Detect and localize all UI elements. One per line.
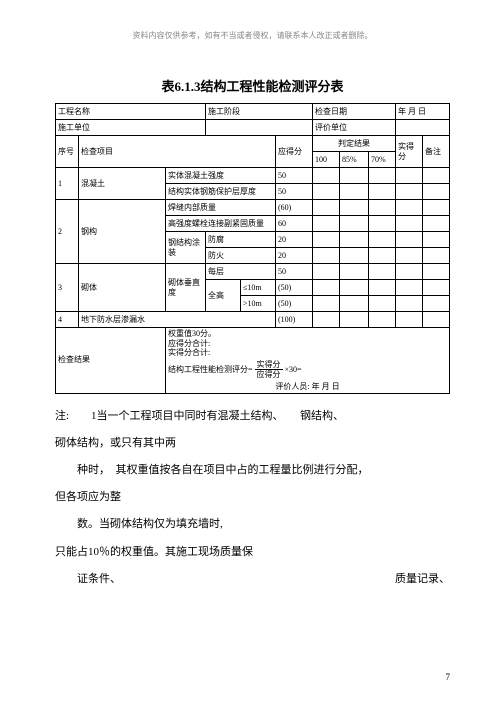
n1a: 注: 1当一个工程项目中同时有混凝土结构、 钢结构、 (55, 410, 344, 422)
hdr-actual: 实得分 (396, 136, 423, 168)
lbl-project: 工程名称 (56, 104, 206, 120)
r4-no: 4 (56, 312, 79, 328)
r3a2b-s: (50) (276, 296, 313, 312)
r4a: 地下防水层渗漏水 (79, 312, 276, 328)
r2c2-s: 20 (276, 248, 313, 264)
formula-mult: ×30= (285, 365, 302, 375)
r2a-s: (60) (276, 200, 313, 216)
r2c2: 防火 (206, 248, 276, 264)
formula-bot: 应得分 (255, 370, 283, 380)
r3a1-s: 50 (276, 264, 313, 280)
n4b: 质量记录、 (373, 567, 450, 591)
page-title: 表6.1.3结构工程性能检测评分表 (55, 76, 450, 95)
n3a: 数。当砌体结构仅为填充墙时, (77, 518, 223, 530)
header-note: 资料内容仅供参考，如有不当或者侵权，请联系本人改正或者删除。 (55, 30, 450, 41)
n2b: 但各项应为整 (55, 491, 121, 503)
lbl-evalunit: 评价单位 (313, 120, 396, 136)
r3a2a-s: (50) (276, 280, 313, 296)
r2b-s: 60 (276, 216, 313, 232)
r3a2b: >10m (241, 296, 276, 312)
hdr-should: 应得分 (276, 136, 313, 168)
val-datefmt: 年 月 日 (396, 104, 450, 120)
notes-block: 注: 1当一个工程项目中同时有混凝土结构、 钢结构、 砌体结构，或只有其中两 种… (55, 404, 450, 591)
r2c: 钢结构涂装 (166, 232, 206, 264)
r3a2: 全高 (206, 280, 241, 312)
r2c1: 防腐 (206, 232, 276, 248)
hdr-70: 70% (369, 152, 396, 168)
r3a2a: ≤10m (241, 280, 276, 296)
r1a-s: 50 (276, 168, 313, 184)
r2-cat: 钢构 (79, 200, 166, 264)
n2a: 种时， 其权重值按各自在项目中占的工程量比例进行分配， (77, 464, 369, 476)
r2c1-s: 20 (276, 232, 313, 248)
sum1: 权重值30分。 (168, 329, 447, 339)
r3-no: 3 (56, 264, 79, 312)
hdr-item: 检查项目 (79, 136, 276, 168)
r3a: 砌体垂直度 (166, 264, 206, 312)
hdr-remark: 备注 (423, 136, 450, 168)
r1a: 实体混凝土强度 (166, 168, 276, 184)
r4a-s: (100) (276, 312, 313, 328)
formula-pre: 结构工程性能检测评分= (168, 365, 253, 375)
r1-cat: 混凝土 (79, 168, 166, 200)
n1b: 砌体结构，或只有其中两 (55, 437, 176, 449)
sum2: 应得分合计: (168, 339, 447, 349)
r2b: 高强度螺栓连接副紧固质量 (166, 216, 276, 232)
evaluator: 评价人员: 年 月 日 (168, 382, 447, 392)
hdr-judge: 判定结果 (313, 136, 396, 152)
sum3: 实得分合计: (168, 348, 447, 358)
hdr-seq: 序号 (56, 136, 79, 168)
n4a: 证条件、 (55, 567, 121, 591)
hdr-100: 100 (313, 152, 340, 168)
r3a1: 每层 (206, 264, 276, 280)
lbl-summary: 检查结果 (56, 328, 166, 394)
formula-top: 实得分 (255, 360, 283, 371)
lbl-checkdate: 检查日期 (313, 104, 396, 120)
r2-no: 2 (56, 200, 79, 264)
r1-no: 1 (56, 168, 79, 200)
r2a: 焊缝内部质量 (166, 200, 276, 216)
hdr-85: 85% (340, 152, 369, 168)
page-number: 7 (446, 672, 451, 682)
lbl-constunit: 施工单位 (56, 120, 206, 136)
r1b: 结构实体钢筋保护层厚度 (166, 184, 276, 200)
eval-table: 工程名称 施工阶段 检查日期 年 月 日 施工单位 评价单位 序号 检查项目 应… (55, 103, 450, 394)
lbl-stage: 施工阶段 (206, 104, 313, 120)
r1b-s: 50 (276, 184, 313, 200)
n3b: 只能占10％的权重值。其施工现场质量保 (55, 546, 253, 558)
r3-cat: 砌体 (79, 264, 166, 312)
